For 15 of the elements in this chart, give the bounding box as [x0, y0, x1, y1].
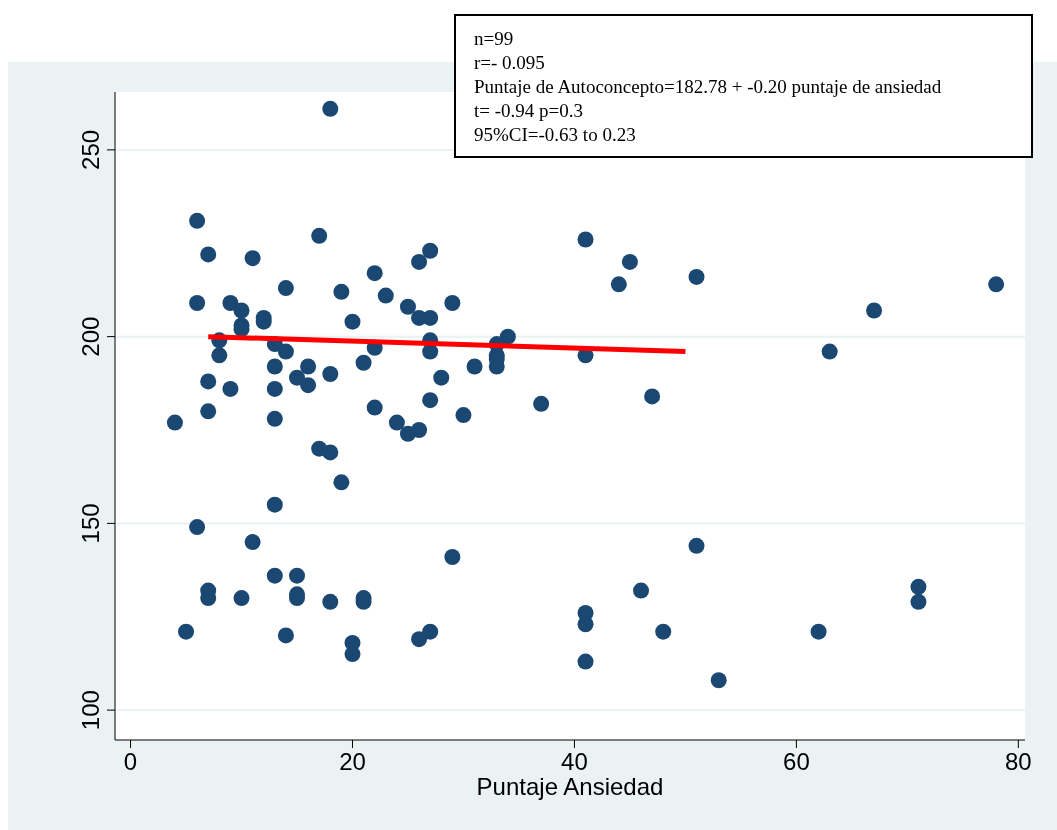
annotation: t= -0.94 p=0.3 [474, 100, 584, 121]
annotation: Puntaje de Autoconcepto=182.78 + -0.20 puntaje de ansiedad [474, 76, 942, 97]
y-tick-label: 100 [77, 690, 104, 731]
x-tick-label: 80 [1004, 748, 1032, 775]
y-tick-label: 250 [77, 129, 104, 170]
y-tick-label: 150 [77, 503, 104, 544]
x-tick-label: 60 [783, 748, 810, 775]
annotation: 95%CI=-0.63 to 0.23 [474, 124, 636, 145]
x-tick-label: 20 [339, 748, 366, 775]
x-tick-label: 0 [123, 748, 138, 775]
x-axis-title: Puntaje Ansiedad [476, 773, 664, 800]
text: n=99 [474, 28, 514, 49]
x-tick-label: 40 [561, 748, 588, 775]
text: r=- 0.095 [474, 52, 545, 73]
y-tick-label: 200 [77, 316, 104, 357]
